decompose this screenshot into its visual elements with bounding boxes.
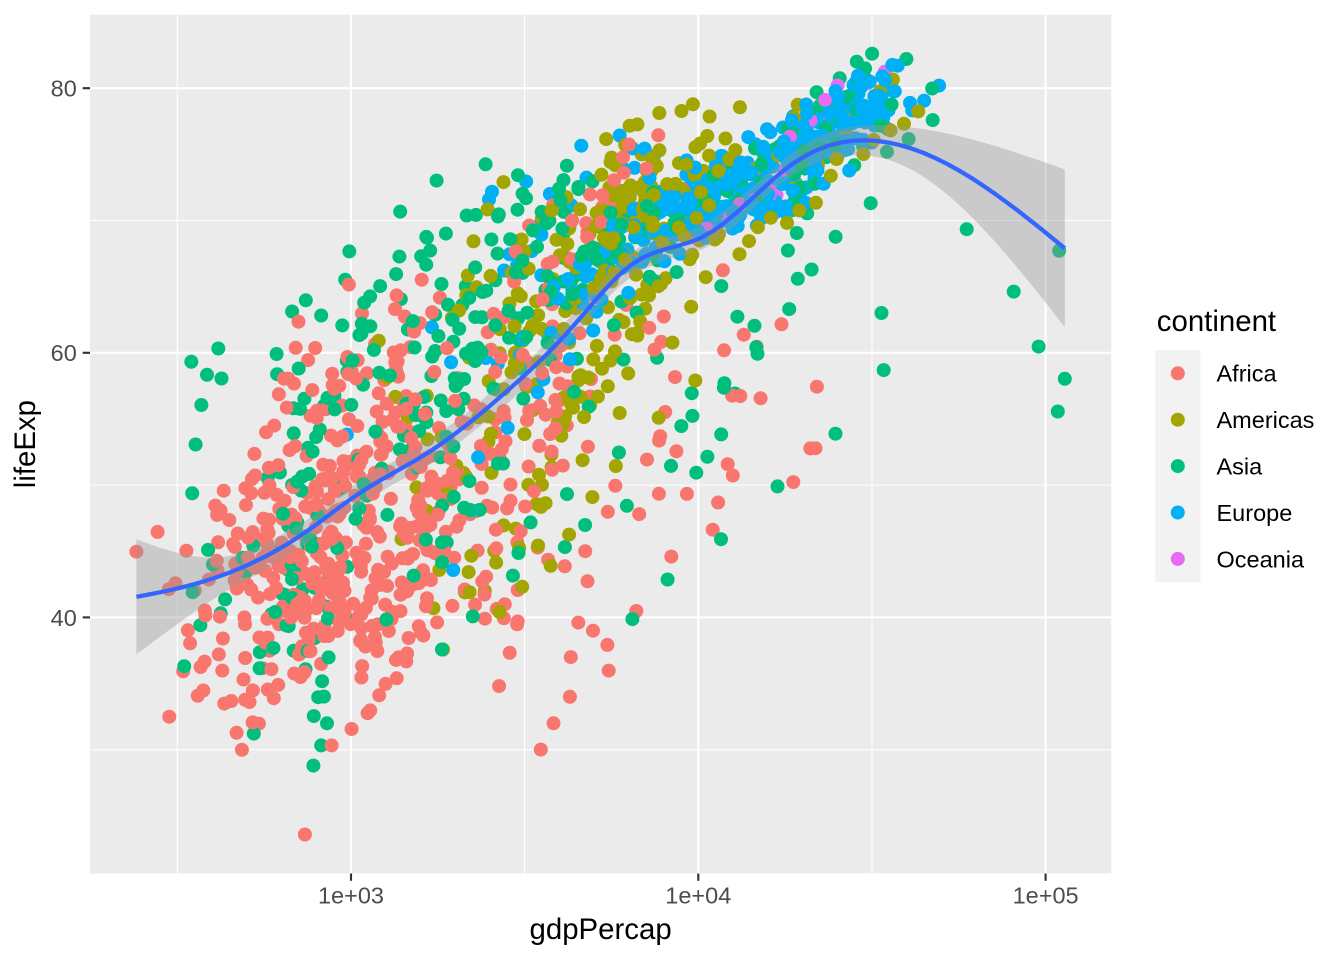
svg-text:Americas: Americas bbox=[1217, 407, 1315, 433]
svg-text:gdpPercap: gdpPercap bbox=[530, 913, 672, 946]
svg-text:80: 80 bbox=[51, 76, 77, 102]
svg-text:40: 40 bbox=[51, 605, 77, 631]
svg-text:Oceania: Oceania bbox=[1217, 546, 1305, 572]
svg-text:1e+04: 1e+04 bbox=[665, 882, 731, 908]
svg-text:1e+03: 1e+03 bbox=[318, 882, 384, 908]
svg-text:60: 60 bbox=[51, 340, 77, 366]
svg-text:Africa: Africa bbox=[1217, 361, 1278, 387]
svg-text:lifeExp: lifeExp bbox=[9, 400, 42, 488]
svg-text:continent: continent bbox=[1157, 305, 1276, 338]
svg-text:1e+05: 1e+05 bbox=[1013, 882, 1079, 908]
svg-text:Asia: Asia bbox=[1217, 454, 1264, 480]
svg-text:Europe: Europe bbox=[1217, 500, 1293, 526]
